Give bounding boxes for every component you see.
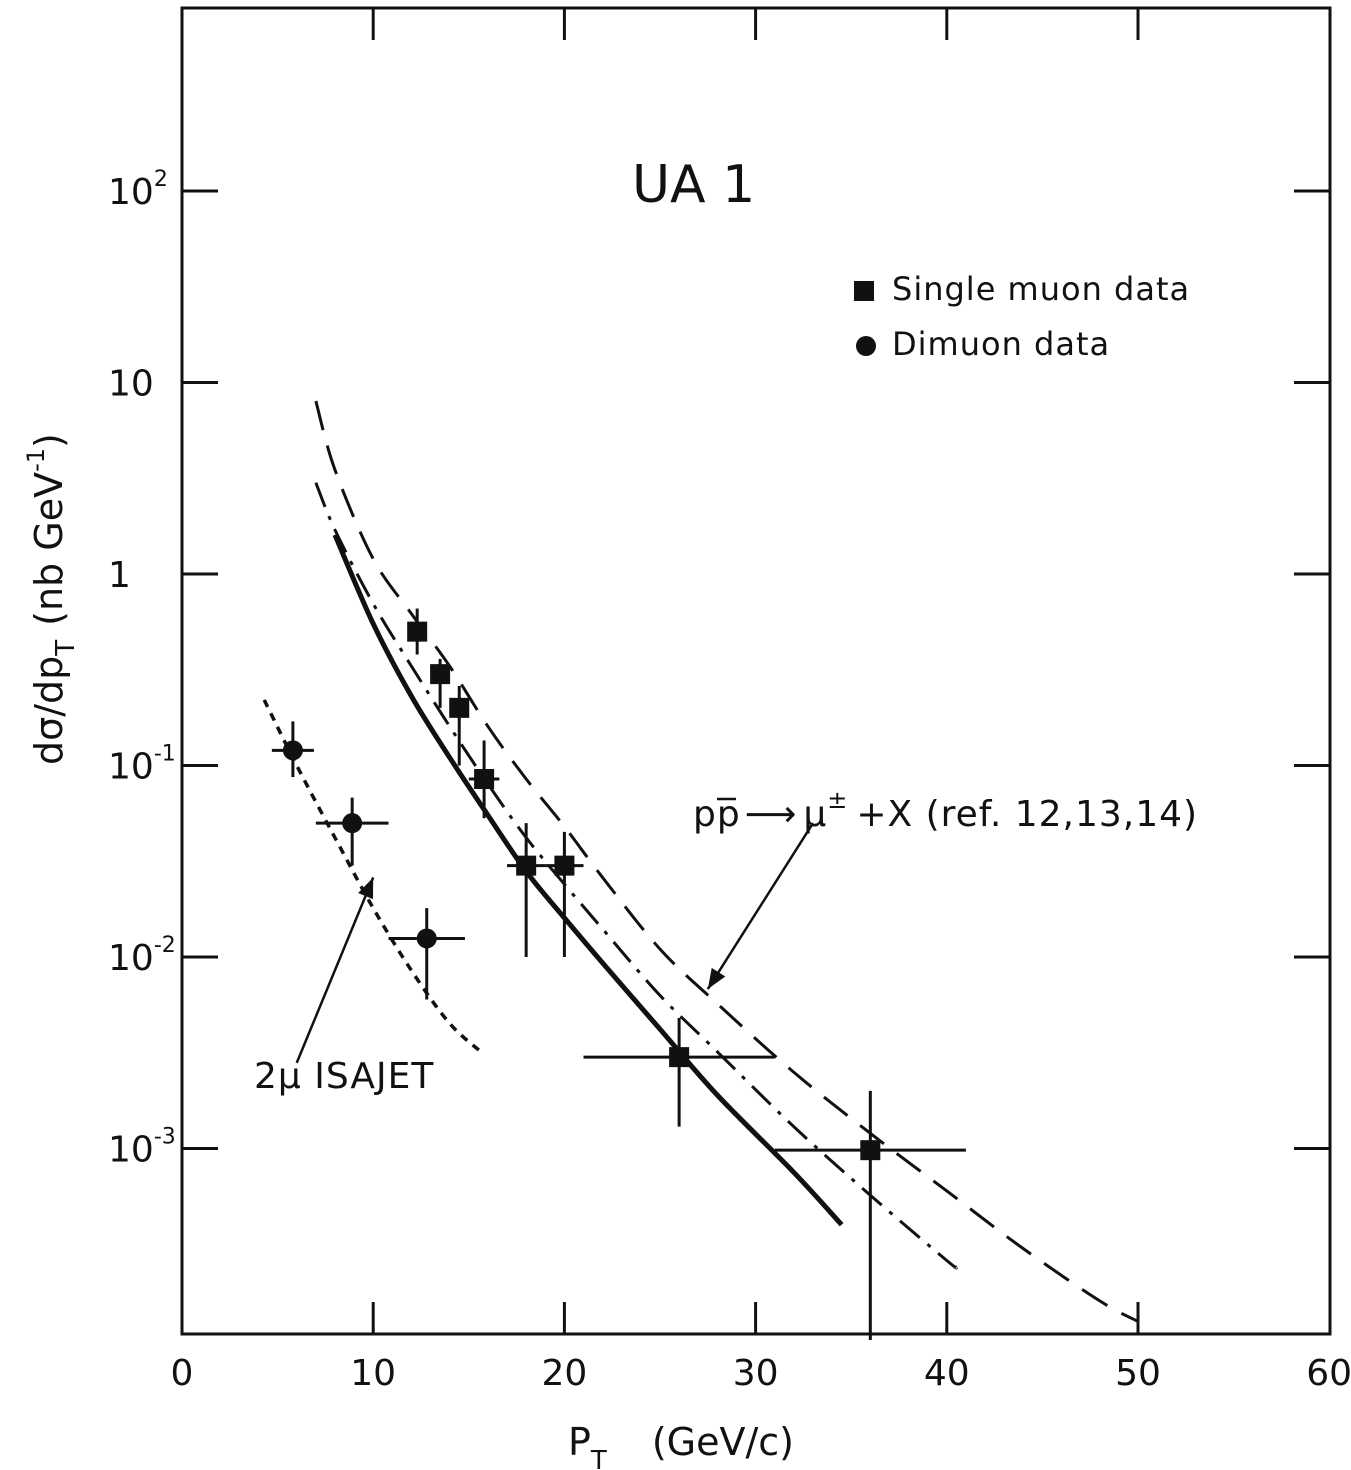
- legend-square-marker: [854, 281, 874, 301]
- curve-dash-dot: [314, 482, 958, 1270]
- y-tick-label: 102: [108, 167, 168, 213]
- dimuon-point: [271, 721, 314, 778]
- x-axis-label-sub: T: [590, 1446, 607, 1470]
- annotation-arrows: [295, 822, 815, 1064]
- single-muon-point: [545, 831, 584, 957]
- single-muon-point: [468, 740, 500, 819]
- single-muon-point: [430, 658, 451, 708]
- svg-text:pp⟶μ±+X (ref. 12,13,14): pp ⟶ μ± +X (ref. 12,13,14): [693, 786, 1198, 835]
- single-muon-point: [449, 686, 470, 766]
- single-muon-point: [583, 1018, 775, 1127]
- dimuon-point: [315, 797, 389, 866]
- square-marker: [554, 855, 575, 876]
- svg-text:dσ/dpT(nb GeV-1): dσ/dpT (nb GeV-1): [22, 433, 81, 765]
- circle-marker: [342, 813, 363, 834]
- annotation-arrow-head: [707, 967, 726, 990]
- single-muon-point: [774, 1090, 966, 1340]
- annotation-arrow-head: [358, 877, 374, 900]
- circle-marker: [282, 740, 303, 761]
- annotation-ppbar: pp ⟶ μ± +X (ref. 12,13,14): [693, 786, 1198, 835]
- square-marker: [516, 855, 537, 876]
- x-tick-label: 40: [924, 1353, 970, 1394]
- x-axis-label: P: [568, 1420, 591, 1464]
- annotation-ppbar-pre: pp: [693, 794, 741, 835]
- y-tick-label-base: 10: [108, 938, 154, 979]
- y-tick-label-base: 1: [108, 555, 131, 596]
- y-axis-units-exp: -1: [22, 448, 50, 472]
- square-marker: [474, 769, 495, 790]
- x-tick-label: 30: [733, 1353, 779, 1394]
- annotation-ppbar-arrow: ⟶: [745, 794, 798, 835]
- legend-circle-marker: [856, 336, 876, 356]
- square-marker: [430, 664, 451, 685]
- legend-label-dimuon: Dimuon data: [892, 325, 1110, 363]
- dimuon-point: [388, 908, 465, 1000]
- curve-solid: [332, 533, 844, 1227]
- x-axis-title: PT (GeV/c): [568, 1420, 794, 1470]
- y-tick-label: 1: [108, 555, 131, 596]
- y-axis-units: (nb GeV: [27, 472, 71, 626]
- x-tick-label: 50: [1115, 1353, 1161, 1394]
- y-tick-label-base: 10: [108, 1130, 154, 1171]
- x-tick-label: 10: [350, 1353, 396, 1394]
- theory-curves: [262, 400, 1139, 1323]
- chart-title: UA 1: [632, 155, 755, 215]
- y-tick-label-exp: -2: [154, 933, 176, 958]
- annotation-isajet: 2μ ISAJET: [254, 1056, 434, 1097]
- x-tick-label: 60: [1306, 1353, 1351, 1394]
- y-tick-label-base: 10: [108, 364, 154, 405]
- y-tick-label-base: 10: [108, 747, 154, 788]
- annotation-arrow-line: [295, 877, 375, 1064]
- annotation-ppbar-post: +X (ref. 12,13,14): [856, 794, 1198, 835]
- y-tick-label: 10-2: [108, 933, 176, 979]
- square-marker: [860, 1140, 881, 1161]
- curve-dashed-long: [314, 400, 1139, 1323]
- x-tick-label: 0: [171, 1353, 194, 1394]
- y-tick-label: 10-1: [108, 742, 176, 788]
- annotation-ppbar-mu: μ: [803, 794, 827, 835]
- legend-label-single-muon: Single muon data: [892, 270, 1190, 308]
- annotation-arrow-line: [706, 822, 815, 990]
- y-axis-label-sub: T: [51, 640, 81, 657]
- x-axis-units: (GeV/c): [652, 1420, 794, 1464]
- y-tick-label-exp: 2: [154, 167, 168, 192]
- y-tick-label: 10: [108, 364, 154, 405]
- y-tick-label: 10-3: [108, 1125, 176, 1171]
- square-marker: [669, 1047, 690, 1068]
- square-marker: [449, 697, 470, 718]
- y-tick-label-exp: -1: [154, 742, 176, 767]
- single-muon-point: [407, 608, 428, 655]
- annotation-ppbar-sup: ±: [827, 786, 848, 814]
- svg-text:PT(GeV/c): PT (GeV/c): [568, 1420, 794, 1470]
- y-axis-units-close: ): [27, 433, 71, 448]
- x-tick-label: 20: [541, 1353, 587, 1394]
- circle-marker: [416, 928, 437, 949]
- y-axis-label: dσ/dp: [27, 656, 71, 765]
- y-axis-title: dσ/dpT (nb GeV-1): [22, 433, 81, 765]
- y-tick-label-base: 10: [108, 172, 154, 213]
- y-tick-label-exp: -3: [154, 1125, 176, 1150]
- single-muon-point: [507, 823, 546, 957]
- square-marker: [407, 621, 428, 642]
- legend: Single muon data Dimuon data: [854, 270, 1190, 363]
- data-points: [271, 608, 966, 1340]
